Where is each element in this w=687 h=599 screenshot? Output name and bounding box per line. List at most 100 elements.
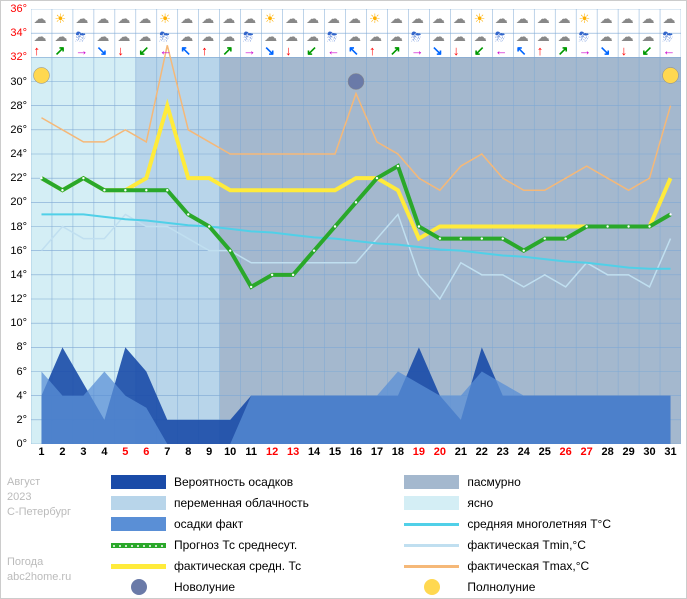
x-tick: 13 [287, 446, 299, 458]
month-label: Август [7, 476, 40, 488]
legend-label: фактическая Tmin,°С [467, 538, 586, 552]
sun-icon: ☀ [264, 11, 276, 27]
y-tick: 34° [10, 27, 27, 39]
cloud-icon: ☁ [621, 11, 634, 27]
legend-label: Новолуние [174, 580, 235, 594]
wind-arrow-icon: ↙ [474, 43, 485, 59]
legend-swatch [111, 564, 166, 569]
legend-col-1: Вероятность осадковпеременная облачность… [111, 473, 401, 599]
legend-swatch [424, 579, 440, 595]
wind-arrow-icon: ↙ [138, 43, 149, 59]
legend-item: Прогноз Тс среднесут. [111, 536, 401, 554]
x-tick: 31 [664, 446, 676, 458]
legend-label: Вероятность осадков [174, 475, 293, 489]
wind-arrow-icon: ↘ [264, 43, 275, 59]
x-tick: 23 [497, 446, 509, 458]
legend-swatch [111, 496, 166, 510]
cloud-icon: ☁ [201, 11, 214, 27]
wind-arrow-icon: → [411, 43, 424, 58]
weather-chart: 0°2°4°6°8°10°12°14°16°18°20°22°24°26°28°… [0, 0, 687, 599]
cloud-icon: ☁ [75, 11, 88, 27]
sun-icon: ☀ [579, 11, 591, 27]
cloud-icon: ☁ [243, 11, 256, 27]
wind-arrow-icon: → [579, 43, 592, 58]
cloud-icon: ☁ [432, 11, 445, 27]
wind-arrow-icon: → [75, 43, 88, 58]
sun-icon: ☀ [159, 11, 171, 27]
x-tick: 11 [245, 446, 257, 458]
legend-swatch [131, 579, 147, 595]
cloud-icon: ☁ [222, 11, 235, 27]
y-tick: 24° [10, 148, 27, 160]
site-label-2: abc2home.ru [7, 571, 71, 583]
y-tick: 10° [10, 317, 27, 329]
legend-label: осадки факт [174, 517, 243, 531]
cloud-icon: ☁ [348, 11, 361, 27]
wind-arrow-icon: ↙ [306, 43, 317, 59]
wind-arrow-icon: ← [327, 43, 340, 58]
x-tick: 4 [101, 446, 107, 458]
legend-item: фактическая средн. Тс [111, 557, 401, 575]
legend-item: Полнолуние [404, 578, 664, 596]
x-tick: 19 [413, 446, 425, 458]
wind-arrow-icon: ↗ [558, 43, 569, 59]
wind-arrow-icon: ← [159, 43, 172, 58]
x-tick: 21 [455, 446, 467, 458]
legend-label: ясно [467, 496, 493, 510]
legend-swatch [111, 517, 166, 531]
wind-arrow-icon: ↗ [54, 43, 65, 59]
legend-swatch [404, 523, 459, 526]
x-tick: 25 [539, 446, 551, 458]
x-tick: 27 [581, 446, 593, 458]
x-tick: 14 [308, 446, 320, 458]
cloud-icon: ☁ [117, 11, 130, 27]
y-axis: 0°2°4°6°8°10°12°14°16°18°20°22°24°26°28°… [1, 9, 29, 444]
x-tick: 2 [59, 446, 65, 458]
legend-swatch [111, 543, 166, 548]
legend-label: средняя многолетняя Т°С [467, 517, 611, 531]
legend-swatch [404, 496, 459, 510]
x-tick: 24 [518, 446, 530, 458]
legend-label: пасмурно [467, 475, 520, 489]
legend-item: ясно [404, 494, 664, 512]
x-tick: 17 [371, 446, 383, 458]
wind-arrow-icon: ↘ [96, 43, 107, 59]
cloud-icon: ☁ [138, 11, 151, 27]
cloud-icon: ☁ [516, 11, 529, 27]
wind-arrow-icon: ↗ [390, 43, 401, 59]
x-tick: 18 [392, 446, 404, 458]
x-tick: 29 [622, 446, 634, 458]
sun-icon: ☀ [474, 11, 486, 27]
wind-arrow-icon: ↓ [453, 43, 460, 58]
legend-swatch [111, 475, 166, 489]
cloud-icon: ☁ [558, 11, 571, 27]
sun-icon: ☀ [54, 11, 66, 27]
y-tick: 4° [16, 390, 27, 402]
x-axis: 1234567891011121314151617181920212223242… [31, 446, 681, 466]
cloud-icon: ☁ [327, 11, 340, 27]
wind-arrow-icon: ← [495, 43, 508, 58]
cloud-icon: ☁ [285, 11, 298, 27]
cloud-icon: ☁ [33, 11, 46, 27]
cloud-icon: ☁ [537, 11, 550, 27]
cloud-icon: ☁ [453, 11, 466, 27]
weather-icon-row-1: ☁☀☁☁☁☁☀☁☁☁☁☀☁☁☁☁☀☁☁☁☁☀☁☁☁☁☀☁☁☁☁ [31, 11, 681, 29]
wind-arrow-icon: ← [663, 43, 676, 58]
y-tick: 12° [10, 293, 27, 305]
legend-col-2: пасмурно ясно средняя многолетняя Т°С факти… [404, 473, 664, 599]
legend-item: средняя многолетняя Т°С [404, 515, 664, 533]
y-tick: 36° [10, 3, 27, 15]
y-tick: 18° [10, 221, 27, 233]
x-tick: 28 [601, 446, 613, 458]
plot-area [31, 9, 681, 444]
chart-svg [31, 9, 681, 444]
x-tick: 10 [224, 446, 236, 458]
cloud-icon: ☁ [600, 11, 613, 27]
wind-arrow-icon: ↖ [180, 43, 191, 59]
legend-item: фактическая Tmin,°С [404, 536, 664, 554]
legend-item: фактическая Tmax,°С [404, 557, 664, 575]
cloud-icon: ☁ [411, 11, 424, 27]
y-tick: 0° [16, 438, 27, 450]
wind-arrow-icon: ↑ [537, 43, 544, 58]
x-tick: 20 [434, 446, 446, 458]
